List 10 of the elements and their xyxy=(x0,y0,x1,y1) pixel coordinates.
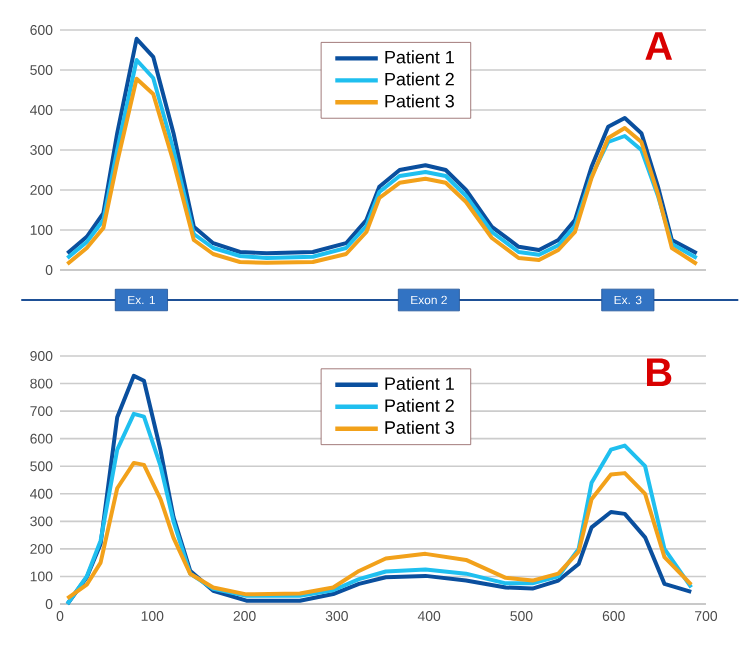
legend-label: Patient 3 xyxy=(385,420,454,434)
legend-label: Patient 2 xyxy=(385,72,454,86)
legend-label: Patient 1 xyxy=(385,376,454,390)
chart-title: B xyxy=(647,358,672,386)
line-series xyxy=(65,411,694,606)
line-series xyxy=(65,460,694,601)
legend-label: Patient 1 xyxy=(385,50,454,64)
legend-label: Patient 2 xyxy=(385,398,454,412)
chart-title: A xyxy=(645,32,673,60)
legend-label: Patient 3 xyxy=(385,94,454,108)
